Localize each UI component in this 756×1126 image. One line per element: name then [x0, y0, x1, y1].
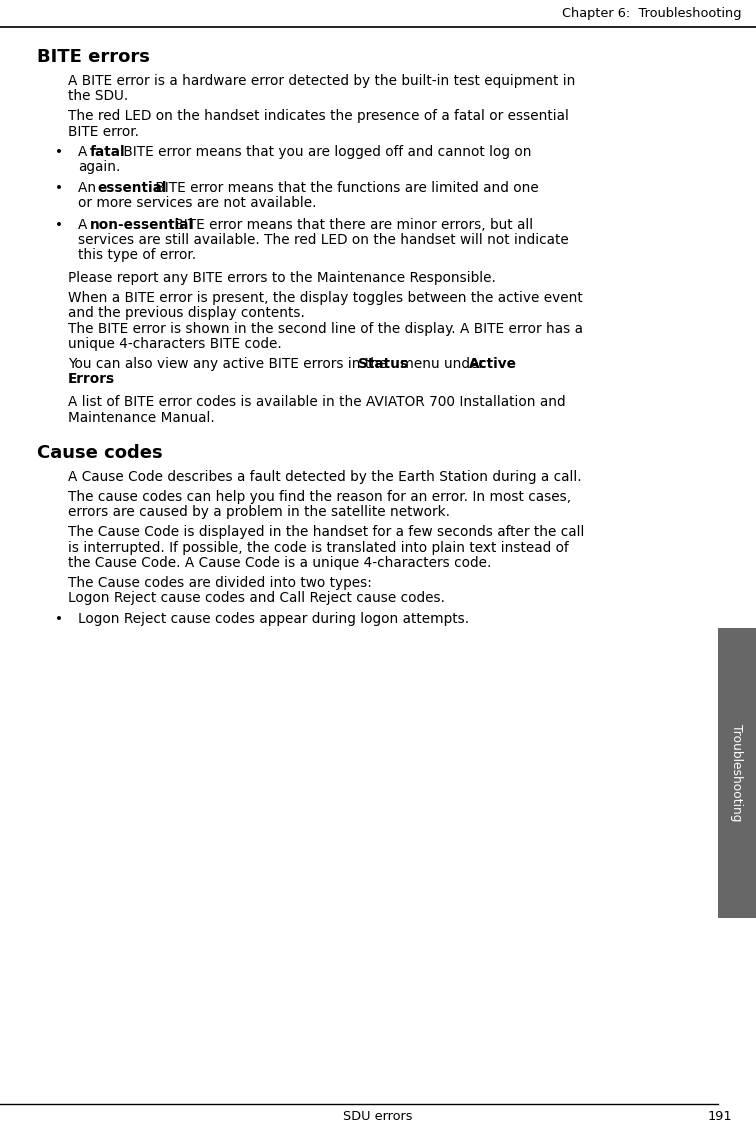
Text: When a BITE error is present, the display toggles between the active event: When a BITE error is present, the displa… — [68, 292, 583, 305]
Text: BITE error.: BITE error. — [68, 125, 139, 138]
Text: 191: 191 — [708, 1109, 733, 1123]
Text: the SDU.: the SDU. — [68, 89, 129, 104]
Text: The BITE error is shown in the second line of the display. A BITE error has a: The BITE error is shown in the second li… — [68, 322, 583, 336]
Text: Please report any BITE errors to the Maintenance Responsible.: Please report any BITE errors to the Mai… — [68, 271, 496, 285]
Text: services are still available. The red LED on the handset will not indicate: services are still available. The red LE… — [78, 233, 569, 247]
Text: Active: Active — [469, 357, 517, 372]
Text: unique 4-characters BITE code.: unique 4-characters BITE code. — [68, 337, 282, 351]
Text: An: An — [78, 181, 101, 195]
Text: The cause codes can help you find the reason for an error. In most cases,: The cause codes can help you find the re… — [68, 490, 571, 504]
Text: A: A — [78, 145, 91, 159]
Text: Maintenance Manual.: Maintenance Manual. — [68, 411, 215, 425]
Text: A: A — [78, 217, 91, 232]
Text: again.: again. — [78, 160, 120, 173]
Text: BITE error means that there are minor errors, but all: BITE error means that there are minor er… — [170, 217, 533, 232]
Text: essential: essential — [97, 181, 166, 195]
Text: Logon Reject cause codes appear during logon attempts.: Logon Reject cause codes appear during l… — [78, 613, 469, 626]
Text: non-essential: non-essential — [90, 217, 194, 232]
Text: Cause codes: Cause codes — [37, 444, 163, 462]
Text: Logon Reject cause codes and Call Reject cause codes.: Logon Reject cause codes and Call Reject… — [68, 591, 445, 605]
Text: BITE errors: BITE errors — [37, 48, 150, 66]
Text: is interrupted. If possible, the code is translated into plain text instead of: is interrupted. If possible, the code is… — [68, 540, 569, 555]
Text: this type of error.: this type of error. — [78, 248, 196, 262]
Text: and the previous display contents.: and the previous display contents. — [68, 306, 305, 321]
Text: A Cause Code describes a fault detected by the Earth Station during a call.: A Cause Code describes a fault detected … — [68, 470, 581, 484]
Text: Errors: Errors — [68, 373, 115, 386]
Text: Chapter 6:  Troubleshooting: Chapter 6: Troubleshooting — [562, 8, 742, 20]
Text: Status: Status — [358, 357, 408, 372]
Text: •: • — [55, 145, 63, 159]
Text: The red LED on the handset indicates the presence of a fatal or essential: The red LED on the handset indicates the… — [68, 109, 569, 124]
Text: You can also view any active BITE errors in the: You can also view any active BITE errors… — [68, 357, 392, 372]
Text: •: • — [55, 181, 63, 195]
Text: BITE error means that you are logged off and cannot log on: BITE error means that you are logged off… — [119, 145, 531, 159]
Text: A list of BITE error codes is available in the AVIATOR 700 Installation and: A list of BITE error codes is available … — [68, 395, 565, 410]
Bar — [718, 628, 756, 918]
Text: A BITE error is a hardware error detected by the built-in test equipment in: A BITE error is a hardware error detecte… — [68, 74, 575, 88]
Text: The Cause Code is displayed in the handset for a few seconds after the call: The Cause Code is displayed in the hands… — [68, 526, 584, 539]
Text: SDU errors: SDU errors — [343, 1109, 413, 1123]
Text: fatal: fatal — [90, 145, 125, 159]
Text: BITE error means that the functions are limited and one: BITE error means that the functions are … — [151, 181, 539, 195]
Text: •: • — [55, 613, 63, 626]
Text: .: . — [104, 373, 108, 386]
Text: errors are caused by a problem in the satellite network.: errors are caused by a problem in the sa… — [68, 506, 450, 519]
Text: menu under: menu under — [396, 357, 488, 372]
Text: Troubleshooting: Troubleshooting — [730, 724, 743, 822]
Text: The Cause codes are divided into two types:: The Cause codes are divided into two typ… — [68, 575, 372, 590]
Text: the Cause Code. A Cause Code is a unique 4-characters code.: the Cause Code. A Cause Code is a unique… — [68, 556, 491, 570]
Text: or more services are not available.: or more services are not available. — [78, 196, 317, 211]
Text: •: • — [55, 217, 63, 232]
